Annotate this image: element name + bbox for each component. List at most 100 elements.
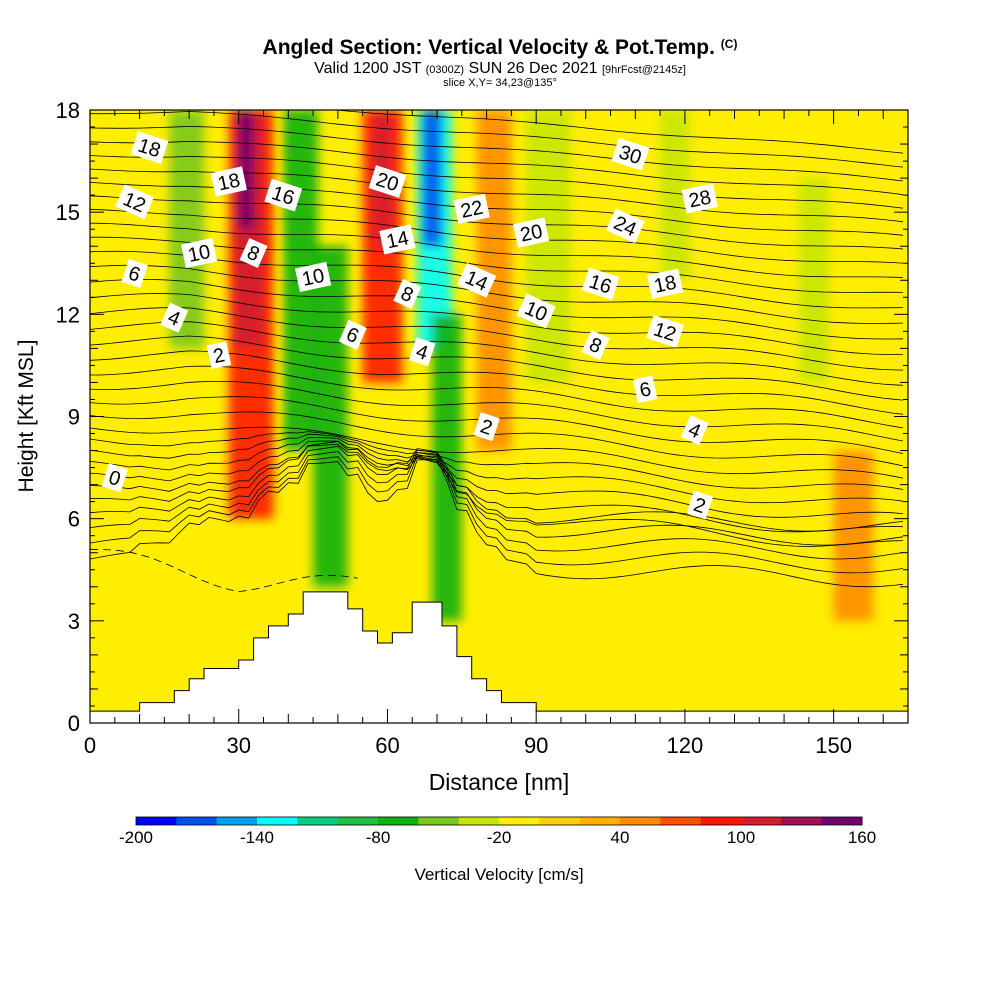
isentrope-line <box>90 365 904 429</box>
isentrope-label-text: 22 <box>459 197 485 223</box>
subtitle-date: SUN 26 Dec 2021 <box>468 60 598 77</box>
colorbar-swatch <box>539 817 581 825</box>
colorbar-swatch <box>257 817 298 825</box>
isentrope-label: 8 <box>581 329 610 361</box>
velocity-band <box>238 110 254 230</box>
colorbar-tick-label: 40 <box>611 828 630 847</box>
isentrope-label: 6 <box>632 375 658 404</box>
chart-title-mark: (C) <box>720 37 738 51</box>
isentrope-line <box>90 111 904 168</box>
isentrope-line-dashed <box>90 548 358 593</box>
colorbar-tick-label: -80 <box>366 828 391 847</box>
y-axis-label: Height [Kft MSL] <box>15 340 38 493</box>
isentrope-label: 12 <box>115 184 155 220</box>
velocity-band <box>313 246 348 587</box>
x-tick-label: 120 <box>667 733 704 758</box>
subtitle-forecast: [9hrFcst@2145z] <box>601 64 686 76</box>
colorbar-swatch <box>620 817 661 825</box>
colorbar-tick-label: -140 <box>240 828 274 847</box>
isentrope-line <box>90 278 904 340</box>
y-tick-label: 18 <box>56 98 80 123</box>
y-tick-label: 9 <box>68 405 80 430</box>
isentrope-label: 28 <box>681 183 718 214</box>
isentrope-label: 30 <box>611 137 650 171</box>
isentrope-line <box>90 222 904 278</box>
isentrope-label: 18 <box>210 166 247 197</box>
subtitle-utc: (0300Z) <box>425 64 465 76</box>
isentrope-line <box>90 140 904 196</box>
y-tick-label: 6 <box>68 507 80 532</box>
isentrope-line <box>90 293 904 356</box>
isentrope-line <box>90 264 904 324</box>
isentrope-label: 18 <box>646 268 684 299</box>
colorbar-swatch <box>337 817 379 825</box>
colorbar-label: Vertical Velocity [cm/s] <box>414 865 583 884</box>
isentrope-line <box>90 307 904 371</box>
isentrope-label: 4 <box>408 337 436 367</box>
chart-title: Angled Section: Vertical Velocity & Pot.… <box>0 36 1000 60</box>
isentrope-line <box>90 236 904 293</box>
isentrope-label: 2 <box>206 341 232 370</box>
isentrope-line <box>90 445 904 546</box>
isentrope-label: 2 <box>473 412 500 442</box>
isentrope-label: 10 <box>180 237 218 269</box>
colorbar-swatch <box>821 817 863 825</box>
isentrope-label: 22 <box>453 193 490 224</box>
isentrope-label-text: 2 <box>211 344 226 368</box>
y-tick-label: 12 <box>56 302 80 327</box>
isentrope-label-text: 6 <box>638 378 653 402</box>
plot-area: 0246101218188161062014842214220103028241… <box>90 110 908 723</box>
colorbar: -200 -140 -80 -20 40 100 160 <box>119 816 876 847</box>
velocity-band <box>422 110 442 247</box>
isentrope-line <box>90 431 904 490</box>
colorbar-swatch <box>660 817 702 825</box>
colorbar-swatch <box>136 817 177 825</box>
colorbar-swatch <box>781 817 823 825</box>
isentrope-label: 10 <box>294 261 332 292</box>
isentrope-line <box>90 380 904 442</box>
x-tick-label: 30 <box>226 733 250 758</box>
isentrope-line <box>90 125 904 182</box>
colorbar-swatch <box>579 817 621 825</box>
colorbar-frame <box>135 816 863 826</box>
isentrope-line <box>90 451 904 560</box>
subtitle-valid: Valid 1200 JST <box>314 60 422 77</box>
x-tick-label: 0 <box>84 733 96 758</box>
isentrope-label: 4 <box>160 302 189 333</box>
velocity-field <box>169 110 874 621</box>
colorbar-tick-label: -200 <box>119 828 153 847</box>
y-axis: 0 3 6 9 12 15 18 <box>56 98 908 736</box>
isentrope-label: 2 <box>686 490 714 520</box>
colorbar-swatch <box>700 817 742 825</box>
velocity-band <box>833 450 874 621</box>
isentrope-label: 8 <box>239 237 268 269</box>
isentrope-line <box>90 321 904 386</box>
colorbar-swatch <box>458 817 500 825</box>
isentrope-label-text: 10 <box>186 241 212 267</box>
isentrope-line <box>90 426 904 479</box>
colorbar-tick-label: 100 <box>727 828 755 847</box>
isentrope-line <box>90 440 904 533</box>
isentrope-line <box>90 208 904 264</box>
isentrope-label-text: 14 <box>384 227 410 253</box>
colorbar-swatch <box>176 817 218 825</box>
x-tick-label: 90 <box>524 733 548 758</box>
chart-title-text: Angled Section: Vertical Velocity & Pot.… <box>262 36 715 59</box>
colorbar-swatch <box>216 817 258 825</box>
isentrope-label: 4 <box>680 415 709 446</box>
colorbar-swatch <box>499 817 540 825</box>
colorbar-swatch <box>378 817 419 825</box>
isentrope-line <box>90 155 904 209</box>
y-tick-label: 15 <box>56 200 80 225</box>
isentrope-line <box>90 195 904 250</box>
y-tick-label: 3 <box>68 609 80 634</box>
isentrope-label-text: 10 <box>300 265 326 291</box>
slice-info: slice X,Y= 34,23@135° <box>443 77 557 89</box>
isentrope-line <box>332 110 904 154</box>
isentrope-label-text: 18 <box>216 169 242 195</box>
isentrope-line <box>90 437 904 518</box>
isentrope-line <box>90 444 904 547</box>
isentrope-label-text: 18 <box>652 272 678 298</box>
isentrope-label: 14 <box>379 224 416 255</box>
